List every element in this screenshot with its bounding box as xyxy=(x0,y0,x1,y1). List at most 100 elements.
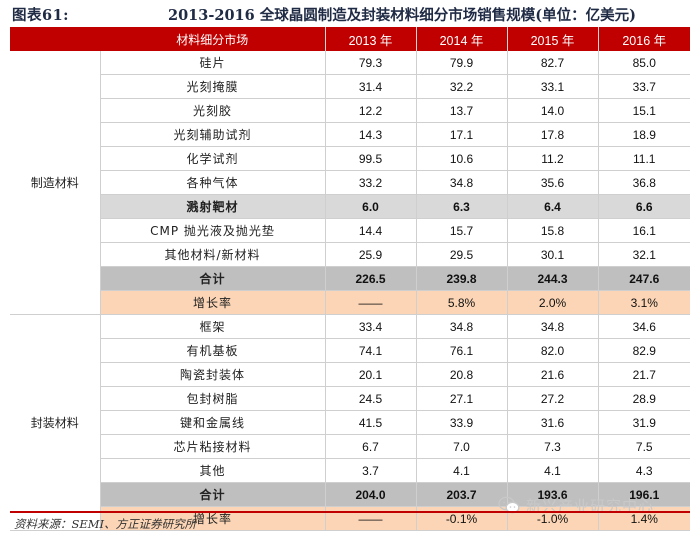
table-row: 其他材料/新材料 25.9 29.5 30.1 32.1 xyxy=(10,242,690,267)
value-cell: 41.5 xyxy=(325,410,417,435)
value-cell: 7.0 xyxy=(416,434,508,459)
value-cell: 34.8 xyxy=(416,170,508,195)
value-cell: —— xyxy=(325,506,417,531)
group-label: 制造材料 xyxy=(10,51,101,315)
value-cell: 3.1% xyxy=(598,290,690,315)
segment-name-cell: 有机基板 xyxy=(100,338,326,363)
segment-name-cell: 键和金属线 xyxy=(100,410,326,435)
segment-name-cell: 硅片 xyxy=(100,51,326,75)
value-cell: 239.8 xyxy=(416,266,508,291)
value-cell: 6.3 xyxy=(416,194,508,219)
header-year-2013: 2013 年 xyxy=(325,27,417,51)
value-cell: 31.6 xyxy=(507,410,599,435)
growth-rate-row: 增长率 —— -0.1% -1.0% 1.4% xyxy=(10,506,690,531)
total-row: 合计 204.0 203.7 193.6 196.1 xyxy=(10,482,690,507)
table-title-bar: 图表61: 2013-2016 全球晶圆制造及封装材料细分市场销售规模(单位：亿… xyxy=(10,0,690,29)
value-cell: 79.9 xyxy=(416,51,508,75)
value-cell: 29.5 xyxy=(416,242,508,267)
value-cell: —— xyxy=(325,290,417,315)
header-year-2014: 2014 年 xyxy=(416,27,508,51)
value-cell: 3.7 xyxy=(325,458,417,483)
value-cell: 4.1 xyxy=(416,458,508,483)
segment-name-cell: 化学试剂 xyxy=(100,146,326,171)
value-cell: 11.1 xyxy=(598,146,690,171)
growth-rate-row: 增长率 —— 5.8% 2.0% 3.1% xyxy=(10,290,690,315)
segment-name-cell: 其他材料/新材料 xyxy=(100,242,326,267)
source-bar: 资料来源：SEMI、方正证券研究所 xyxy=(10,511,690,535)
value-cell: 203.7 xyxy=(416,482,508,507)
value-cell: 5.8% xyxy=(416,290,508,315)
value-cell: 14.4 xyxy=(325,218,417,243)
header-year-2015: 2015 年 xyxy=(507,27,599,51)
value-cell: 27.1 xyxy=(416,386,508,411)
table-row: CMP 抛光液及抛光垫 14.4 15.7 15.8 16.1 xyxy=(10,218,690,243)
table-row: 陶瓷封装体 20.1 20.8 21.6 21.7 xyxy=(10,362,690,387)
value-cell: 34.8 xyxy=(416,314,508,339)
value-cell: 85.0 xyxy=(598,51,690,75)
value-cell: 21.7 xyxy=(598,362,690,387)
value-cell: 33.4 xyxy=(325,314,417,339)
total-row: 合计 226.5 239.8 244.3 247.6 xyxy=(10,266,690,291)
value-cell: 24.5 xyxy=(325,386,417,411)
segment-name-cell: 其他 xyxy=(100,458,326,483)
value-cell: 32.1 xyxy=(598,242,690,267)
value-cell: 7.3 xyxy=(507,434,599,459)
value-cell: 32.2 xyxy=(416,74,508,99)
value-cell: 16.1 xyxy=(598,218,690,243)
value-cell: 6.6 xyxy=(598,194,690,219)
value-cell: 33.1 xyxy=(507,74,599,99)
figure-number: 图表61: xyxy=(12,7,70,24)
watermark: 新兴产业研究中心 xyxy=(498,492,654,518)
value-cell: 15.8 xyxy=(507,218,599,243)
segment-name-cell: 框架 xyxy=(100,314,326,339)
value-cell: 34.6 xyxy=(598,314,690,339)
segment-name-cell: 各种气体 xyxy=(100,170,326,195)
value-cell: 82.7 xyxy=(507,51,599,75)
value-cell: 6.0 xyxy=(325,194,417,219)
value-cell: -1.0% xyxy=(507,506,599,531)
table-row: 芯片粘接材料 6.7 7.0 7.3 7.5 xyxy=(10,434,690,459)
value-cell: 82.9 xyxy=(598,338,690,363)
value-cell: 79.3 xyxy=(325,51,417,75)
value-cell: 6.7 xyxy=(325,434,417,459)
value-cell: 193.6 xyxy=(507,482,599,507)
value-cell: 36.8 xyxy=(598,170,690,195)
table-row: 光刻辅助试剂 14.3 17.1 17.8 18.9 xyxy=(10,122,690,147)
table-row: 各种气体 33.2 34.8 35.6 36.8 xyxy=(10,170,690,195)
source-note: 资料来源：SEMI、方正证券研究所 xyxy=(14,517,197,531)
value-cell: 35.6 xyxy=(507,170,599,195)
value-cell: 17.1 xyxy=(416,122,508,147)
table-row: 封装材料 框架 33.4 34.8 34.8 34.6 xyxy=(10,314,690,531)
value-cell: 15.1 xyxy=(598,98,690,123)
value-cell: 33.2 xyxy=(325,170,417,195)
value-cell: 247.6 xyxy=(598,266,690,291)
value-cell: 99.5 xyxy=(325,146,417,171)
table-row: 溅射靶材 6.0 6.3 6.4 6.6 xyxy=(10,194,690,219)
segment-name-cell: 增长率 xyxy=(100,506,326,531)
value-cell: 76.1 xyxy=(416,338,508,363)
value-cell: 27.2 xyxy=(507,386,599,411)
header-year-2016: 2016 年 xyxy=(598,27,690,51)
value-cell: 10.6 xyxy=(416,146,508,171)
segment-name-cell: 芯片粘接材料 xyxy=(100,434,326,459)
value-cell: 25.9 xyxy=(325,242,417,267)
segment-name-cell: 陶瓷封装体 xyxy=(100,362,326,387)
header-blank-cell xyxy=(10,27,100,51)
value-cell: 30.1 xyxy=(507,242,599,267)
value-cell: 12.2 xyxy=(325,98,417,123)
table-row: 其他 3.7 4.1 4.1 4.3 xyxy=(10,458,690,483)
value-cell: 4.1 xyxy=(507,458,599,483)
segment-name-cell: 包封树脂 xyxy=(100,386,326,411)
table-body: 制造材料 硅片 79.3 79.9 82.7 85.0 光刻掩膜 31.4 32.2 33.1 33… xyxy=(10,51,690,531)
value-cell: 244.3 xyxy=(507,266,599,291)
segment-name-cell: CMP 抛光液及抛光垫 xyxy=(100,218,326,243)
segment-name-cell: 光刻辅助试剂 xyxy=(100,122,326,147)
value-cell: 226.5 xyxy=(325,266,417,291)
value-cell: 13.7 xyxy=(416,98,508,123)
table-row: 包封树脂 24.5 27.1 27.2 28.9 xyxy=(10,386,690,411)
value-cell: 1.4% xyxy=(598,506,690,531)
value-cell: 34.8 xyxy=(507,314,599,339)
segment-name-cell: 合计 xyxy=(100,266,326,291)
value-cell: 11.2 xyxy=(507,146,599,171)
value-cell: 7.5 xyxy=(598,434,690,459)
